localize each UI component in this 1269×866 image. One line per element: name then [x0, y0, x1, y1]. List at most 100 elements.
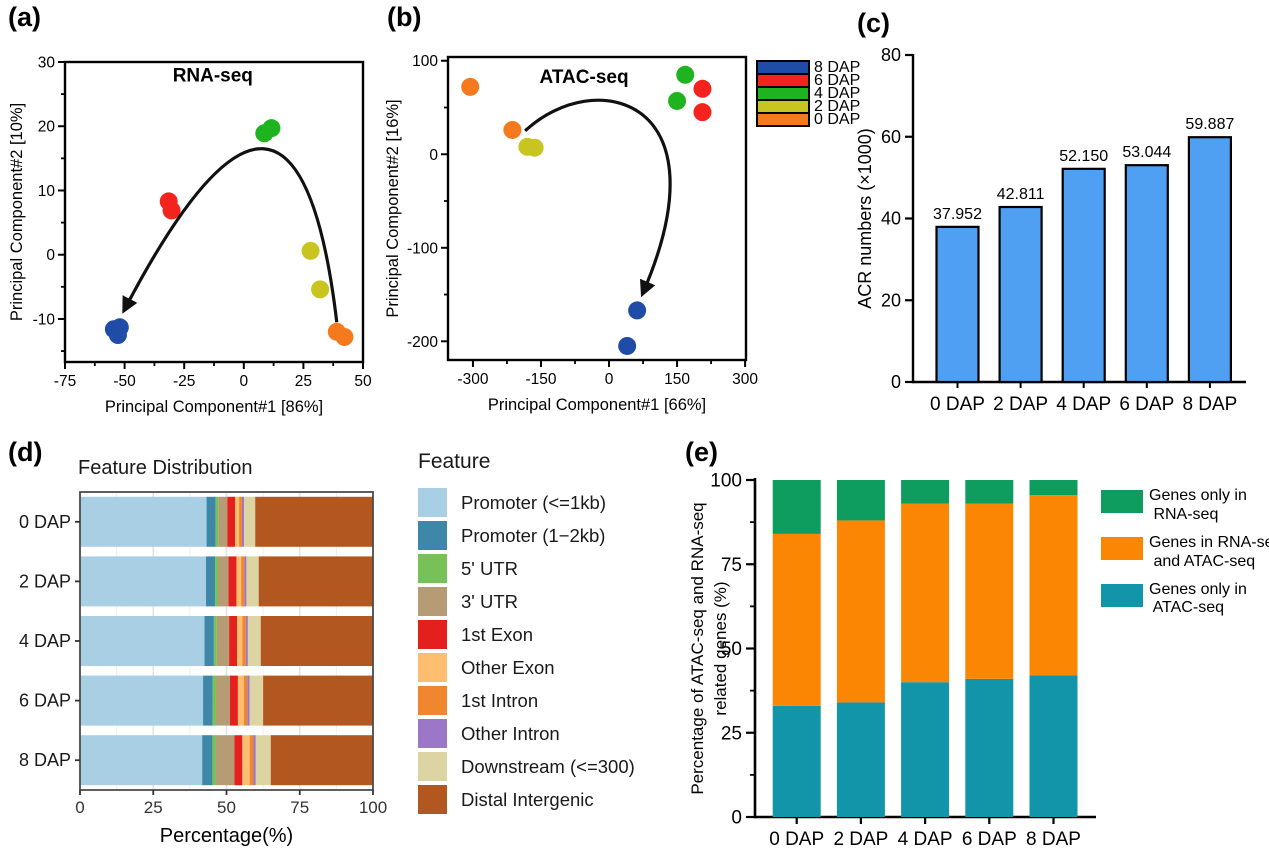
- y-tick-label: 0: [429, 147, 438, 164]
- feature-segment-8dap: [202, 735, 213, 786]
- feature-segment-2dap: [236, 556, 242, 607]
- feature-segment-6dap: [212, 675, 216, 726]
- scatter-point-0dap: [461, 77, 480, 96]
- y-tick-label: 50: [721, 639, 742, 660]
- feature-segment-2dap: [246, 556, 259, 607]
- scatter-point-0dap: [335, 327, 354, 346]
- feature-legend-item: Promoter (<=1kb): [418, 488, 635, 517]
- feature-legend-label: 1st Exon: [461, 623, 533, 645]
- genes-legend-swatch: [1101, 583, 1143, 607]
- feature-legend-title: Feature: [418, 450, 491, 473]
- x-tick-label: 50: [354, 373, 372, 390]
- y-tick-label: -200: [407, 334, 438, 351]
- stack-segment-2dap: [836, 520, 885, 703]
- dap-color-legend: 8 DAP 6 DAP 4 DAP 2 DAP 0 DAP: [756, 60, 861, 128]
- x-axis-label: Principal Component#1 [86%]: [105, 398, 323, 416]
- genes-legend-label-line: Genes in RNA-seq: [1149, 533, 1269, 551]
- x-category-label: 2 DAP: [993, 394, 1048, 415]
- scatter-point-8dap: [628, 301, 647, 320]
- dap-legend-label: 4 DAP: [814, 85, 861, 102]
- y-tick-label: 20: [881, 290, 901, 310]
- dap-legend-item: 0 DAP: [756, 112, 860, 128]
- panel-e-tag: (e): [685, 437, 718, 467]
- y-tick-label: 0: [731, 808, 742, 829]
- y-tick-label: 0: [891, 372, 901, 392]
- genes-legend-item: Genes only in RNA-seq: [1101, 487, 1269, 525]
- panel-c-acr-numbers-bar: 0 20 40 60 80 ACR numbers (×1000) 37.952 0 DAP 4…: [855, 45, 1246, 415]
- genes-legend-item: Genes only in ATAC-seq: [1101, 581, 1269, 619]
- stack-segment-6dap: [965, 503, 1014, 679]
- genes-legend-label-line: Genes only in: [1149, 487, 1247, 504]
- plot-border: [63, 60, 365, 364]
- genes-legend-swatch: [1101, 490, 1143, 513]
- feature-segment-4dap: [80, 616, 205, 666]
- scatter-point-4dap: [262, 119, 281, 138]
- feature-segment-2dap: [205, 556, 216, 607]
- feature-segment-4dap: [260, 616, 373, 666]
- plot-title: RNA-seq: [173, 65, 253, 86]
- feature-segment-0dap: [234, 496, 240, 547]
- bar-value-label: 42.811: [997, 186, 1045, 203]
- scatter-point-2dap: [311, 280, 330, 299]
- feature-legend-label: Promoter (1−2kb): [461, 524, 606, 546]
- feature-segment-0dap: [227, 496, 235, 547]
- acr-bar-8dap: [1187, 136, 1233, 384]
- x-tick-label: -75: [54, 373, 76, 390]
- feature-segment-4dap: [213, 616, 217, 666]
- x-tick-label: -300: [457, 371, 488, 388]
- stack-segment-4dap: [901, 503, 950, 683]
- feature-segment-2dap: [228, 556, 237, 607]
- feature-segment-2dap: [80, 556, 206, 607]
- scatter-point-4dap: [676, 65, 695, 84]
- y-tick-label: 20: [38, 119, 56, 136]
- feature-legend-swatch: [418, 686, 447, 715]
- bar-value-label: 53.044: [1122, 144, 1171, 161]
- feature-segment-4dap: [245, 616, 248, 666]
- y-tick-label: 10: [38, 183, 56, 200]
- stack-segment-0dap: [772, 480, 821, 534]
- x-tick-label: 0: [239, 373, 248, 390]
- feature-segment-6dap: [247, 675, 250, 726]
- bar-value-label: 37.952: [933, 206, 982, 223]
- dap-legend-label: 6 DAP: [814, 72, 861, 89]
- x-tick-label: 150: [664, 371, 690, 388]
- feature-legend-swatch: [418, 785, 447, 814]
- x-tick-label: 25: [144, 798, 163, 817]
- feature-segment-6dap: [203, 675, 213, 726]
- feature-segment-8dap: [215, 735, 235, 786]
- acr-bar-2dap: [998, 205, 1043, 384]
- x-axis-label: Principal Component#1 [66%]: [488, 396, 706, 414]
- feature-legend-item: 5' UTR: [418, 554, 635, 583]
- feature-segment-0dap: [80, 496, 207, 547]
- x-category-label: 2 DAP: [833, 829, 888, 850]
- trajectory-arrow: [122, 147, 339, 323]
- feature-legend-swatch: [418, 554, 447, 583]
- feature-legend-swatch: [418, 620, 447, 649]
- feature-legend-label: 5' UTR: [461, 557, 518, 579]
- acr-bar-6dap: [1124, 164, 1169, 384]
- y-axis-label: Principal Component#2 [10%]: [8, 103, 26, 321]
- feature-legend-label: Other Intron: [461, 722, 560, 744]
- scatter-point-4dap: [668, 91, 687, 110]
- x-category-label: 6 DAP: [1119, 394, 1174, 415]
- x-tick-label: -25: [173, 373, 195, 390]
- y-tick-label: 80: [881, 45, 901, 65]
- stack-segment-6dap: [965, 678, 1014, 817]
- feature-legend-item: Other Exon: [418, 653, 635, 682]
- feature-segment-6dap: [215, 675, 231, 726]
- genes-legend-label: Genes only in ATAC-seq: [1149, 581, 1247, 619]
- scatter-point-6dap: [693, 103, 712, 122]
- y-axis-label: ACR numbers (×1000): [855, 128, 875, 309]
- feature-legend-label: Promoter (<=1kb): [461, 491, 606, 513]
- x-category-label: 6 DAP: [962, 829, 1017, 850]
- feature-legend-items: Promoter (<=1kb) Promoter (1−2kb) 5' UTR 3'…: [418, 488, 635, 814]
- feature-segment-0dap: [239, 496, 243, 547]
- x-category-label: 4 DAP: [1056, 394, 1111, 415]
- feature-segment-0dap: [218, 496, 228, 547]
- x-category-label: 8 DAP: [1026, 829, 1081, 850]
- feature-segment-6dap: [263, 675, 373, 726]
- x-tick-label: 100: [359, 798, 387, 817]
- stack-segment-0dap: [772, 705, 821, 817]
- acr-bar-0dap: [935, 225, 980, 384]
